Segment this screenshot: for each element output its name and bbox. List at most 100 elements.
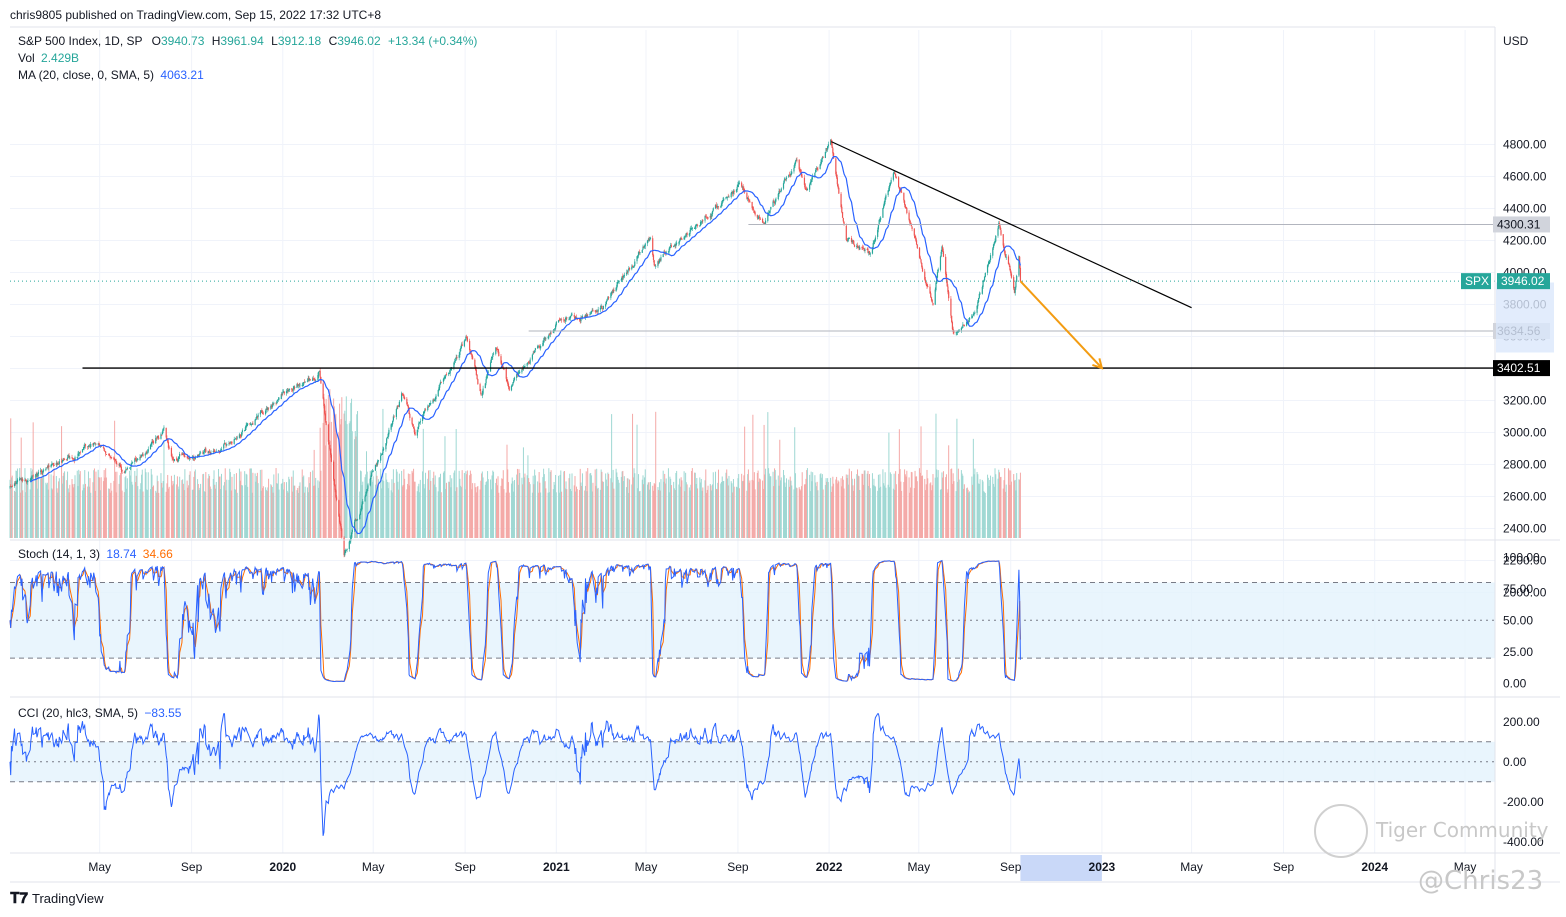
tradingview-logo[interactable]: 𝐓𝟕 TradingView [10, 890, 104, 907]
candle-body [606, 299, 608, 302]
volume-bar [189, 471, 191, 538]
candle-body [861, 246, 863, 248]
candle-body [123, 472, 125, 473]
candle-body [294, 387, 296, 388]
candle-body [526, 363, 528, 366]
candle-body [160, 434, 162, 439]
volume-bar [181, 480, 183, 538]
volume-bar [631, 484, 633, 538]
candle-body [725, 197, 727, 199]
volume-bar [158, 492, 160, 538]
candle-body [89, 446, 91, 448]
candle-body [524, 366, 526, 367]
volume-bar [135, 482, 137, 538]
volume-bar [646, 484, 648, 538]
volume-bar [611, 482, 613, 538]
volume-bar [765, 468, 767, 538]
price-tick-label: 2400.00 [1503, 522, 1547, 536]
candle-body [788, 174, 791, 176]
volume-bar [372, 476, 374, 538]
candle-body [840, 193, 842, 207]
volume-bar [496, 485, 498, 538]
volume-bar [531, 492, 533, 538]
candle-body [334, 485, 336, 491]
volume-bar [156, 475, 158, 538]
candle-body [233, 439, 235, 444]
candle-body [914, 236, 916, 238]
volume-bar [465, 471, 467, 538]
volume-bar [895, 471, 897, 538]
candle-body [929, 286, 931, 294]
volume-bar [543, 474, 545, 538]
candle-body [720, 203, 723, 207]
candle-body [423, 411, 425, 414]
volume-bar [893, 473, 895, 538]
candle-body [727, 196, 729, 198]
volume-bar [209, 486, 211, 538]
candle-body [543, 337, 545, 341]
candle-body [463, 340, 465, 347]
candle-body [157, 436, 159, 438]
candle-body [921, 262, 923, 268]
candle-body [568, 318, 570, 320]
volume-bar [76, 470, 78, 538]
volume-bar [768, 473, 770, 538]
projection-arrow-head [1092, 358, 1104, 370]
volume-bar [40, 476, 42, 538]
candle-body [433, 399, 435, 401]
candle-body [643, 246, 645, 248]
candle-body [167, 441, 170, 448]
candle-body [726, 196, 729, 198]
candle-body [212, 451, 214, 453]
candle-body [915, 240, 918, 245]
volume-bar [485, 481, 487, 538]
candle-body [407, 405, 409, 409]
candle-body [50, 464, 52, 468]
volume-bar [165, 491, 167, 538]
candle-body [909, 219, 911, 224]
volume-bar [925, 490, 927, 538]
candle-body [559, 319, 561, 321]
volume-bar [779, 439, 781, 538]
volume-bar [620, 476, 622, 538]
candle-body [814, 172, 816, 177]
volume-bar [453, 472, 455, 538]
candle-body [223, 442, 226, 445]
volume-bar [894, 489, 896, 538]
candle-body [794, 161, 797, 165]
candle-body [392, 416, 394, 421]
volume-bar [289, 479, 291, 538]
volume-bar [490, 489, 492, 538]
candle-body [119, 464, 121, 466]
candle-body [480, 391, 482, 395]
candle-body [757, 217, 759, 219]
candle-body [581, 316, 584, 318]
candle-body [126, 467, 128, 470]
candle-body [72, 458, 74, 460]
volume-bar [288, 476, 290, 538]
candle-body [791, 171, 793, 174]
candle-body [905, 207, 907, 209]
volume-bar [507, 469, 509, 538]
candle-body [885, 195, 887, 199]
volume-bar [223, 485, 225, 538]
candle-body [72, 458, 75, 460]
candle-body [303, 382, 305, 385]
candle-body [252, 423, 254, 425]
volume-bar [203, 491, 205, 538]
volume-bar [573, 485, 575, 538]
volume-bar [212, 478, 214, 538]
candle-body [836, 177, 838, 185]
candle-body [563, 319, 565, 321]
volume-bar [976, 471, 978, 538]
volume-bar [968, 492, 970, 538]
candle-body [612, 289, 614, 294]
volume-bar [732, 479, 734, 538]
volume-bar [246, 474, 248, 538]
volume-bar [753, 472, 755, 538]
candle-body [942, 251, 945, 257]
volume-bar [644, 477, 646, 538]
candle-body [443, 377, 445, 379]
candle-body [418, 422, 421, 424]
